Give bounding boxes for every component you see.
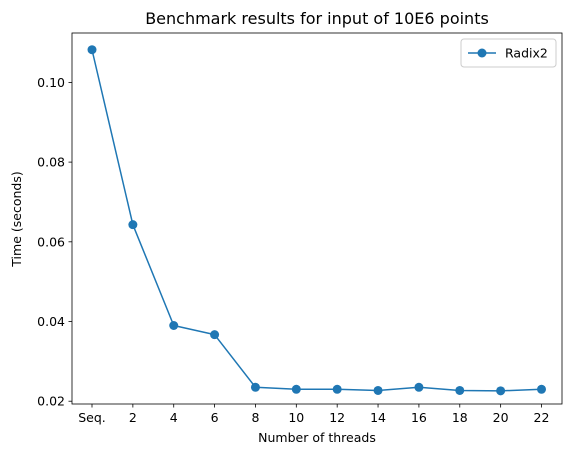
- legend-marker: [477, 48, 487, 58]
- y-tick-label: 0.06: [37, 234, 65, 249]
- x-tick-label: 14: [370, 410, 386, 425]
- series-line: [91, 49, 542, 392]
- y-tick-label: 0.04: [37, 314, 65, 329]
- x-axis: Seq. 2 4 6 8 10 12 14 16 18 20 22: [78, 404, 549, 425]
- plot-area: [71, 32, 563, 405]
- x-tick-label: 6: [211, 410, 219, 425]
- data-point: [250, 382, 260, 392]
- legend-label: Radix2: [505, 46, 548, 61]
- x-axis-label: Number of threads: [258, 430, 376, 445]
- data-point: [496, 386, 506, 396]
- y-axis-label: Time (seconds): [9, 171, 24, 267]
- legend: Radix2: [460, 38, 557, 68]
- x-tick-label: 2: [129, 410, 137, 425]
- x-tick-label: 12: [329, 410, 345, 425]
- data-point: [455, 385, 465, 395]
- x-tick-label: 18: [452, 410, 468, 425]
- data-point: [414, 382, 424, 392]
- y-axis: 0.02 0.04 0.06 0.08 0.10: [37, 75, 72, 409]
- y-tick-label: 0.02: [37, 394, 65, 409]
- data-point: [373, 385, 383, 395]
- x-tick-label: 16: [411, 410, 427, 425]
- x-tick-label: 20: [493, 410, 509, 425]
- data-point: [291, 384, 301, 394]
- y-tick-label: 0.08: [37, 155, 65, 170]
- data-point: [332, 384, 342, 394]
- x-tick-label: 10: [288, 410, 304, 425]
- data-point: [169, 320, 179, 330]
- x-tick-label: Seq.: [78, 410, 106, 425]
- data-point: [128, 220, 138, 230]
- x-tick-label: 8: [251, 410, 259, 425]
- data-point: [210, 330, 220, 340]
- legend-box: [460, 38, 557, 68]
- series-layer: [87, 45, 546, 396]
- x-tick-label: 22: [534, 410, 550, 425]
- data-point: [87, 45, 97, 55]
- x-tick-label: 4: [170, 410, 178, 425]
- chart-title: Benchmark results for input of 10E6 poin…: [145, 9, 489, 28]
- data-point: [537, 384, 546, 394]
- y-tick-label: 0.10: [37, 75, 65, 90]
